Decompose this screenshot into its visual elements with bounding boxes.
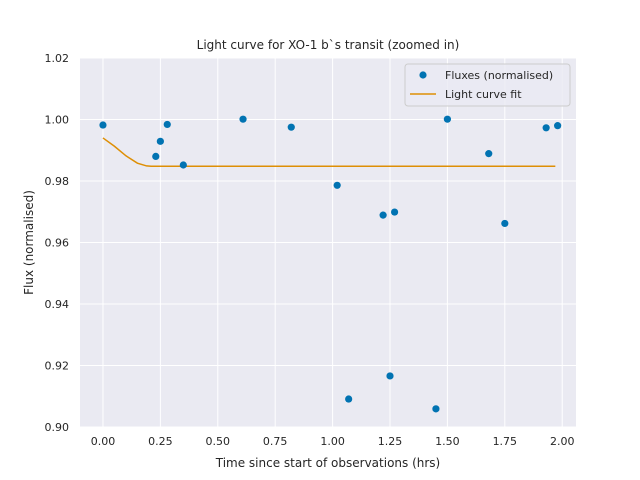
y-axis-label: Flux (normalised) xyxy=(22,190,36,295)
y-tick-label: 0.90 xyxy=(45,421,70,434)
flux-data-point xyxy=(386,372,394,380)
flux-data-point xyxy=(333,181,341,189)
chart-title: Light curve for XO-1 b`s transit (zoomed… xyxy=(197,38,460,52)
flux-data-point xyxy=(443,115,452,123)
x-tick-label: 0.50 xyxy=(206,435,231,448)
y-tick-label: 1.02 xyxy=(45,52,70,65)
legend-marker-fluxes xyxy=(419,71,427,79)
x-tick-label: 1.00 xyxy=(320,435,345,448)
flux-data-point xyxy=(179,161,187,169)
flux-data-point xyxy=(554,122,562,130)
y-tick-label: 0.92 xyxy=(45,360,70,373)
x-tick-label: 0.00 xyxy=(91,435,116,448)
light-curve-fit-line xyxy=(102,137,556,167)
flux-data-point xyxy=(152,152,160,160)
legend: Fluxes (normalised) Light curve fit xyxy=(404,63,571,107)
flux-data-point xyxy=(99,121,107,129)
flux-data-point xyxy=(287,123,295,131)
series-layer xyxy=(99,115,562,413)
gridlines xyxy=(80,57,576,428)
x-tick-label: 1.75 xyxy=(493,435,518,448)
x-axis-ticks: 0.00 0.25 0.50 0.75 1.00 1.25 1.50 1.75 2.00 xyxy=(91,435,575,448)
y-tick-label: 0.98 xyxy=(45,175,70,188)
y-tick-label: 1.00 xyxy=(45,114,70,127)
flux-data-point xyxy=(432,405,440,413)
legend-label: Fluxes (normalised) xyxy=(445,69,553,82)
flux-data-point xyxy=(485,150,493,158)
flux-data-point xyxy=(501,219,509,228)
flux-data-point xyxy=(239,115,247,123)
x-tick-label: 0.75 xyxy=(263,435,288,448)
flux-data-point xyxy=(379,211,387,219)
y-tick-label: 0.94 xyxy=(45,298,70,311)
flux-data-point xyxy=(345,395,353,403)
x-axis-label: Time since start of observations (hrs) xyxy=(215,456,441,470)
flux-data-point xyxy=(390,208,399,216)
flux-data-point xyxy=(156,137,164,145)
x-tick-label: 1.50 xyxy=(435,435,460,448)
y-axis-ticks: 0.90 0.92 0.94 0.96 0.98 1.00 1.02 xyxy=(45,52,70,434)
legend-box xyxy=(404,63,571,107)
x-tick-label: 1.25 xyxy=(378,435,403,448)
flux-data-point xyxy=(163,120,171,129)
flux-data-point xyxy=(542,124,550,132)
x-tick-label: 0.25 xyxy=(148,435,173,448)
y-tick-label: 0.96 xyxy=(45,237,70,250)
x-tick-label: 2.00 xyxy=(550,435,575,448)
legend-label: Light curve fit xyxy=(445,88,522,101)
